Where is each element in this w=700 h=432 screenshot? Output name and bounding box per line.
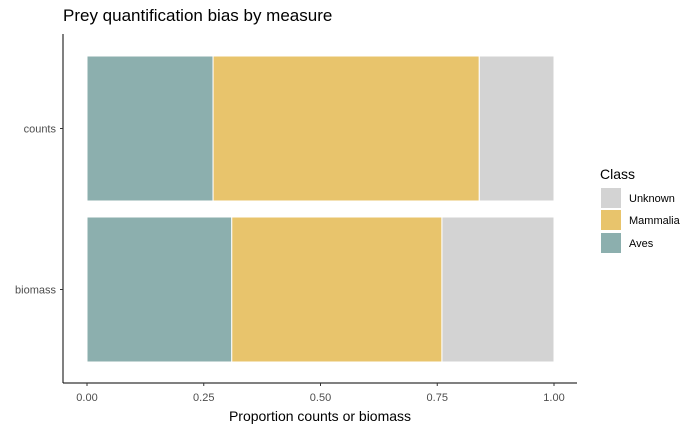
y-ticks: counts biomass — [15, 124, 63, 297]
legend-key-mammalia — [601, 210, 621, 230]
x-tick-label: 0.25 — [193, 392, 214, 404]
legend-key-unknown — [601, 188, 621, 208]
legend-label-mammalia: Mammalia — [629, 215, 681, 227]
bar-biomass-mammalia — [231, 216, 443, 363]
bar-counts-aves — [86, 55, 214, 202]
bar-counts-mammalia — [212, 55, 480, 202]
legend-label-unknown: Unknown — [629, 193, 675, 205]
x-tick-label: 0.00 — [76, 392, 97, 404]
x-axis-title: Proportion counts or biomass — [229, 408, 411, 424]
legend: Class Unknown Mammalia Aves — [600, 166, 681, 253]
legend-label-aves: Aves — [629, 238, 654, 250]
bar-layer — [86, 55, 555, 363]
bar-counts-unknown — [478, 55, 555, 202]
legend-key-aves — [601, 233, 621, 253]
x-tick-label: 0.75 — [427, 392, 448, 404]
bar-biomass-aves — [86, 216, 233, 363]
x-ticks: 0.00 0.25 0.50 0.75 1.00 — [76, 383, 565, 404]
chart-title: Prey quantification bias by measure — [63, 6, 333, 25]
x-tick-label: 0.50 — [310, 392, 331, 404]
x-tick-label: 1.00 — [543, 392, 564, 404]
y-tick-label: biomass — [15, 285, 56, 297]
bar-biomass-unknown — [441, 216, 555, 363]
legend-title: Class — [600, 166, 635, 182]
y-tick-label: counts — [24, 124, 57, 136]
